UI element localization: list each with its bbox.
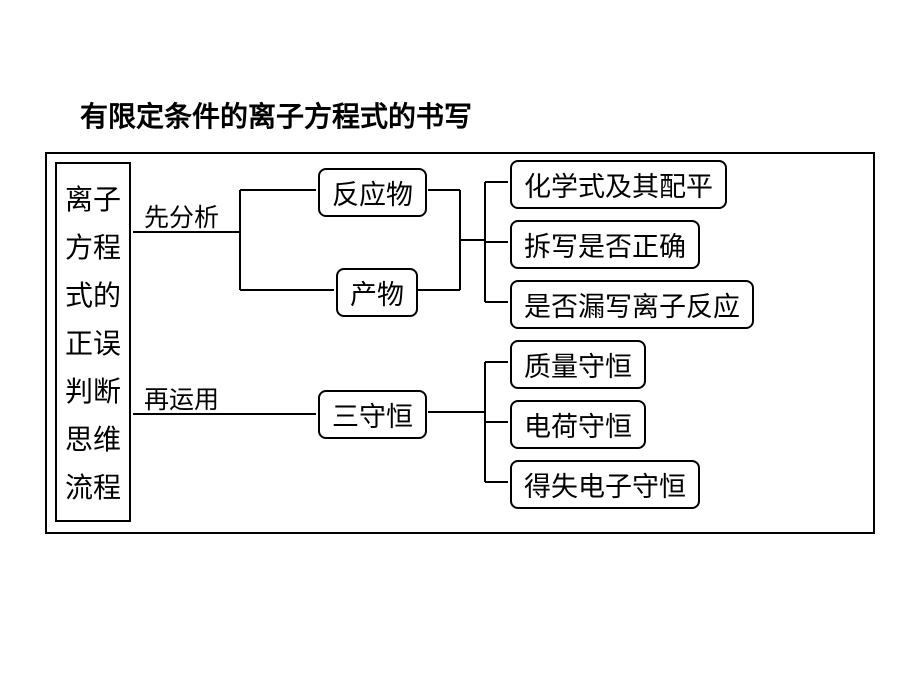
leaf-omit: 是否漏写离子反应 bbox=[510, 280, 754, 329]
root-line: 方程 bbox=[65, 226, 121, 266]
leaf-electron: 得失电子守恒 bbox=[510, 460, 700, 509]
leaf-charge: 电荷守恒 bbox=[510, 400, 646, 449]
leaf-formula: 化学式及其配平 bbox=[510, 160, 727, 209]
node-reactant: 反应物 bbox=[318, 168, 427, 217]
edge-label-analyze: 先分析 bbox=[144, 198, 219, 234]
root-line: 式的 bbox=[65, 274, 121, 314]
node-product: 产物 bbox=[336, 268, 418, 317]
root-line: 离子 bbox=[65, 178, 121, 218]
page-title: 有限定条件的离子方程式的书写 bbox=[80, 95, 472, 135]
leaf-split: 拆写是否正确 bbox=[510, 220, 700, 269]
root-line: 流程 bbox=[65, 466, 121, 506]
root-node: 离子 方程 式的 正误 判断 思维 流程 bbox=[55, 162, 131, 522]
edge-label-apply: 再运用 bbox=[144, 380, 219, 416]
leaf-mass: 质量守恒 bbox=[510, 340, 646, 389]
root-line: 正误 bbox=[65, 322, 121, 362]
node-three-conserve: 三守恒 bbox=[318, 390, 427, 439]
root-line: 判断 bbox=[65, 370, 121, 410]
root-line: 思维 bbox=[65, 418, 121, 458]
